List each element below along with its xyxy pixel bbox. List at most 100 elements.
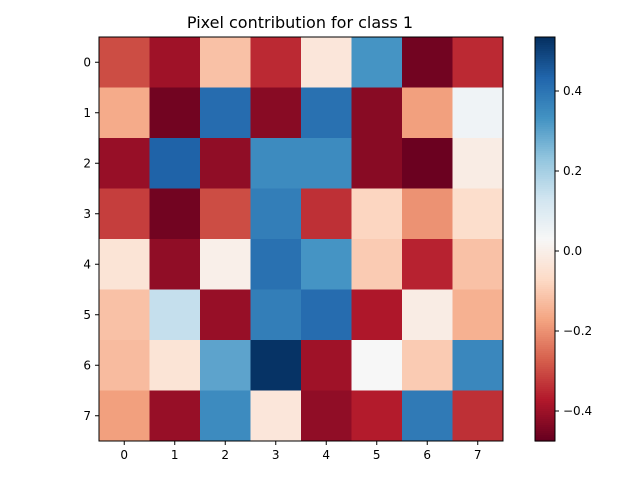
heatmap-cell	[149, 289, 201, 341]
colorbar-segment	[535, 153, 555, 156]
x-tick-label: 0	[120, 448, 128, 462]
x-axis: 0 1 2 3 4 5 6 7	[120, 441, 482, 462]
colorbar-segment	[535, 397, 555, 400]
colorbar-segment	[535, 393, 555, 396]
colorbar-segment	[535, 177, 555, 180]
x-tick-label: 1	[171, 448, 179, 462]
colorbar-segment	[535, 355, 555, 358]
colorbar-segment	[535, 283, 555, 286]
colorbar-segment	[535, 257, 555, 260]
colorbar-segment	[535, 399, 555, 402]
colorbar-segment	[535, 261, 555, 264]
colorbar-segment	[535, 171, 555, 174]
colorbar-segment	[535, 55, 555, 58]
colorbar-segment	[535, 323, 555, 326]
colorbar-segment	[535, 343, 555, 346]
heatmap-cell	[200, 188, 251, 240]
heatmap-cell	[200, 289, 251, 341]
colorbar-segment	[535, 319, 555, 322]
heatmap-cell	[402, 239, 453, 290]
colorbar-segment	[535, 433, 555, 436]
colorbar-segment	[535, 189, 555, 192]
colorbar-segment	[535, 213, 555, 216]
colorbar-segment	[535, 369, 555, 372]
colorbar-segment	[535, 407, 555, 410]
colorbar-segment	[535, 195, 555, 198]
colorbar-segment	[535, 173, 555, 176]
colorbar-segment	[535, 337, 555, 340]
colorbar-segment	[535, 321, 555, 324]
colorbar-segment	[535, 385, 555, 388]
colorbar-segment	[535, 47, 555, 50]
colorbar-segment	[535, 95, 555, 98]
colorbar-segment	[535, 359, 555, 362]
colorbar-segment	[535, 237, 555, 240]
heatmap-cell	[301, 37, 352, 88]
colorbar-segment	[535, 235, 555, 238]
colorbar-segment	[535, 143, 555, 146]
colorbar-segment	[535, 89, 555, 92]
colorbar-segment	[535, 277, 555, 280]
heatmap-cell	[149, 390, 201, 442]
colorbar-segment	[535, 403, 555, 406]
heatmap-cell	[452, 340, 504, 391]
colorbar-segment	[535, 265, 555, 268]
heatmap-cell	[200, 340, 251, 391]
colorbar-segment	[535, 317, 555, 320]
heatmap-cell	[200, 87, 251, 139]
colorbar-segment	[535, 135, 555, 138]
heatmap-cell	[301, 289, 352, 341]
colorbar-segment	[535, 273, 555, 276]
y-tick-label: 1	[83, 106, 91, 120]
colorbar-segment	[535, 345, 555, 348]
colorbar-segment	[535, 437, 555, 440]
colorbar-segment	[535, 117, 555, 120]
colorbar-segment	[535, 199, 555, 202]
colorbar-segment	[535, 121, 555, 124]
y-tick-label: 7	[83, 409, 91, 423]
y-tick-label: 5	[83, 308, 91, 322]
heatmap-cell	[250, 340, 302, 391]
colorbar-segment	[535, 49, 555, 52]
colorbar-segment	[535, 309, 555, 312]
colorbar-segment	[535, 69, 555, 72]
colorbar-segment	[535, 101, 555, 104]
y-tick-label: 3	[83, 207, 91, 221]
x-tick-label: 4	[322, 448, 330, 462]
heatmap-cell	[250, 87, 302, 139]
colorbar-segment	[535, 129, 555, 132]
colorbar-segment	[535, 307, 555, 310]
y-tick-label: 0	[83, 55, 91, 69]
heatmap-cell	[452, 138, 504, 189]
heatmap-cell	[99, 340, 150, 391]
colorbar-segment	[535, 183, 555, 186]
x-tick-label: 7	[474, 448, 482, 462]
y-tick-label: 2	[83, 156, 91, 170]
colorbar-segment	[535, 223, 555, 226]
colorbar-segment	[535, 149, 555, 152]
colorbar-segment	[535, 155, 555, 158]
y-tick-label: 6	[83, 358, 91, 372]
heatmap-cell	[301, 138, 352, 189]
heatmap-cell	[149, 188, 201, 240]
heatmap-cell	[200, 37, 251, 88]
heatmap-cell	[250, 37, 302, 88]
colorbar-segment	[535, 271, 555, 274]
colorbar-frame	[534, 36, 556, 442]
heatmap-cell	[200, 138, 251, 189]
y-tick-label: 4	[83, 257, 91, 271]
colorbar-ticks: −0.4 −0.2 0.0 0.2 0.4	[555, 84, 592, 418]
colorbar-segment	[535, 249, 555, 252]
colorbar-segment	[535, 45, 555, 48]
colorbar-segment	[535, 215, 555, 218]
colorbar-segment	[535, 39, 555, 42]
colorbar-segment	[535, 115, 555, 118]
heatmap-cell	[402, 37, 453, 88]
colorbar-segment	[535, 93, 555, 96]
heatmap-cell	[351, 87, 403, 139]
heatmap-cell	[402, 390, 453, 442]
heatmap-cell	[351, 289, 403, 341]
colorbar-segment	[535, 67, 555, 70]
colorbar-segment	[535, 159, 555, 162]
